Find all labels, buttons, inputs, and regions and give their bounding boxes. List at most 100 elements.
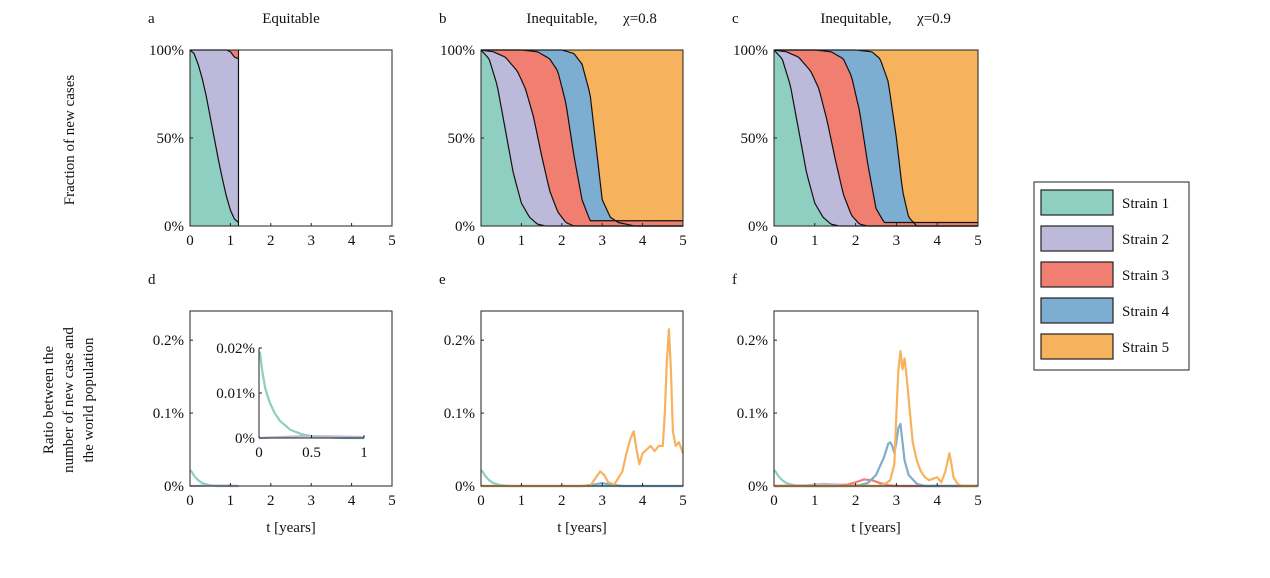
- panel-a-xtick-label: 4: [348, 233, 356, 249]
- panel-a-xtick-label: 1: [227, 233, 235, 249]
- legend-swatch-strain-5: [1040, 333, 1114, 360]
- legend-swatch-strain-3: [1040, 261, 1114, 288]
- panel-c: c Inequitable, χ=0.90 1 2 3 4 50%50%100%: [732, 11, 982, 249]
- panel-d-inset-xtick-label: 0: [255, 445, 263, 461]
- panel-a-title: Equitable: [262, 11, 320, 27]
- panel-c-xtick-label: 0: [770, 233, 778, 249]
- panel-f-xlabel: t [years]: [851, 520, 901, 536]
- panel-d-xtick-label: 3: [307, 493, 315, 509]
- legend: Strain 1 Strain 2 Strain 3 Strain 4 Strain 5: [1033, 181, 1190, 371]
- panel-a-xtick-label: 3: [307, 233, 315, 249]
- panel-c-panel-label: c: [732, 11, 739, 27]
- panel-d-panel-label: d: [148, 272, 156, 288]
- panel-a-xtick-label: 5: [388, 233, 396, 249]
- panel-c-title-chi: χ=0.9: [916, 11, 951, 27]
- panel-e-xtick-label: 4: [639, 493, 647, 509]
- panel-d-inset: 0 0.5 1 0% 0.01% 0.02%: [216, 341, 368, 461]
- row2-ylabel-line-1: Ratio between the: [41, 346, 57, 455]
- panel-c-ytick-label: 100%: [733, 43, 768, 59]
- panel-f-axes-frame: [773, 310, 979, 487]
- panel-d-axes-frame: [189, 310, 393, 487]
- panel-e-xtick-label: 5: [679, 493, 687, 509]
- panel-b-xtick-label: 0: [477, 233, 485, 249]
- panel-c-area-strain-1: [774, 50, 978, 226]
- panel-b-xtick-label: 5: [679, 233, 687, 249]
- panel-f-xtick-label: 3: [893, 493, 901, 509]
- panel-d-inset-ytick-label: 0.01%: [216, 386, 255, 402]
- panel-e-xlabel: t [years]: [557, 520, 607, 536]
- panel-d-xtick-label: 1: [227, 493, 235, 509]
- panel-c-ytick-label: 50%: [741, 131, 769, 147]
- panel-c-xtick-label: 2: [852, 233, 860, 249]
- panel-a-panel-label: a: [148, 11, 155, 27]
- panel-e-xtick-label: 3: [598, 493, 606, 509]
- row1-ylabel: Fraction of new cases: [62, 75, 78, 206]
- panel-b-ytick-label: 50%: [448, 131, 476, 147]
- panel-d-xtick-label: 4: [348, 493, 356, 509]
- panel-e-line-strain-1: [480, 469, 683, 488]
- legend-swatch-strain-1: [1040, 189, 1114, 216]
- legend-swatch-strain-4: [1040, 297, 1114, 324]
- panel-a-xtick-label: 0: [186, 233, 194, 249]
- panel-f-xtick-label: 1: [811, 493, 819, 509]
- row2-ylabel-line-3: the world population: [81, 337, 97, 462]
- panel-a-ytick-label: 100%: [149, 43, 184, 59]
- panel-c-xtick-label: 1: [811, 233, 819, 249]
- legend-label-strain-3: Strain 3: [1122, 268, 1169, 284]
- panel-e-xtick-label: 2: [558, 493, 566, 509]
- panel-b-xtick-label: 1: [518, 233, 526, 249]
- panel-a-xtick-label: 2: [267, 233, 275, 249]
- panel-d-xtick-label: 2: [267, 493, 275, 509]
- panel-b-panel-label: b: [439, 11, 447, 27]
- panel-f-xtick-label: 0: [770, 493, 778, 509]
- row2-ylabel: Ratio between the number of new case and…: [41, 327, 97, 473]
- panel-b-area-strain-2: [481, 50, 683, 226]
- panel-e-ytick-label: 0.1%: [444, 406, 475, 422]
- panel-f-xtick-label: 4: [933, 493, 941, 509]
- panel-c-ytick-label: 0%: [748, 219, 768, 235]
- panel-e-axes-frame: [480, 310, 684, 487]
- panel-b-xtick-label: 3: [598, 233, 606, 249]
- panel-d-ytick-label: 0%: [164, 479, 184, 495]
- panel-e-xtick-label: 1: [518, 493, 526, 509]
- panel-b-xtick-label: 4: [639, 233, 647, 249]
- panel-d-inset-ytick-label: 0.02%: [216, 341, 255, 357]
- panel-b-xtick-label: 2: [558, 233, 566, 249]
- panel-f-xtick-label: 5: [974, 493, 982, 509]
- panel-a-boundary-strain-1: [189, 49, 239, 223]
- panel-f-xtick-label: 2: [852, 493, 860, 509]
- panel-d-xlabel: t [years]: [266, 520, 316, 536]
- panel-b-title-chi: χ=0.8: [622, 11, 657, 27]
- panel-c-area-strain-2: [774, 50, 978, 226]
- panel-d-inset-ytick-label: 0%: [235, 431, 255, 447]
- panel-d-inset-bg: [259, 348, 364, 438]
- panel-d-inset-xtick-label: 1: [360, 445, 368, 461]
- legend-label-strain-1: Strain 1: [1122, 196, 1169, 212]
- legend-label-strain-4: Strain 4: [1122, 304, 1170, 320]
- panel-d-ytick-label: 0.2%: [153, 333, 184, 349]
- panel-b: b Inequitable, χ=0.80 1 2 3 4 50%50%100%: [439, 11, 687, 249]
- legend-label-strain-5: Strain 5: [1122, 340, 1169, 356]
- panel-d-inset-xtick-label: 0.5: [302, 445, 321, 461]
- legend-swatch-strain-2: [1040, 225, 1114, 252]
- panel-e-panel-label: e: [439, 272, 446, 288]
- panel-e-xtick-label: 0: [477, 493, 485, 509]
- panel-b-ytick-label: 0%: [455, 219, 475, 235]
- panel-d-xtick-label: 5: [388, 493, 396, 509]
- panel-a-ytick-label: 0%: [164, 219, 184, 235]
- panel-b-title: Inequitable,: [526, 11, 597, 27]
- panel-c-xtick-label: 4: [933, 233, 941, 249]
- panel-d-xtick-label: 0: [186, 493, 194, 509]
- panel-f: f 0 1 2 3 4 5 0% 0.1% 0.2% t [years]: [732, 272, 982, 536]
- panel-a-ytick-label: 50%: [157, 131, 185, 147]
- panel-e-ytick-label: 0%: [455, 479, 475, 495]
- panel-a-area-strain-3: [190, 50, 239, 59]
- panel-d: d 0 1 2 3 4 5 0% 0.1% 0.2% t [years] 0 0.5 1 0% 0.01% 0.…: [148, 272, 396, 536]
- panel-c-xtick-label: 5: [974, 233, 982, 249]
- row2-ylabel-line-2: number of new case and: [61, 327, 77, 473]
- panel-f-line-strain-4: [774, 422, 978, 488]
